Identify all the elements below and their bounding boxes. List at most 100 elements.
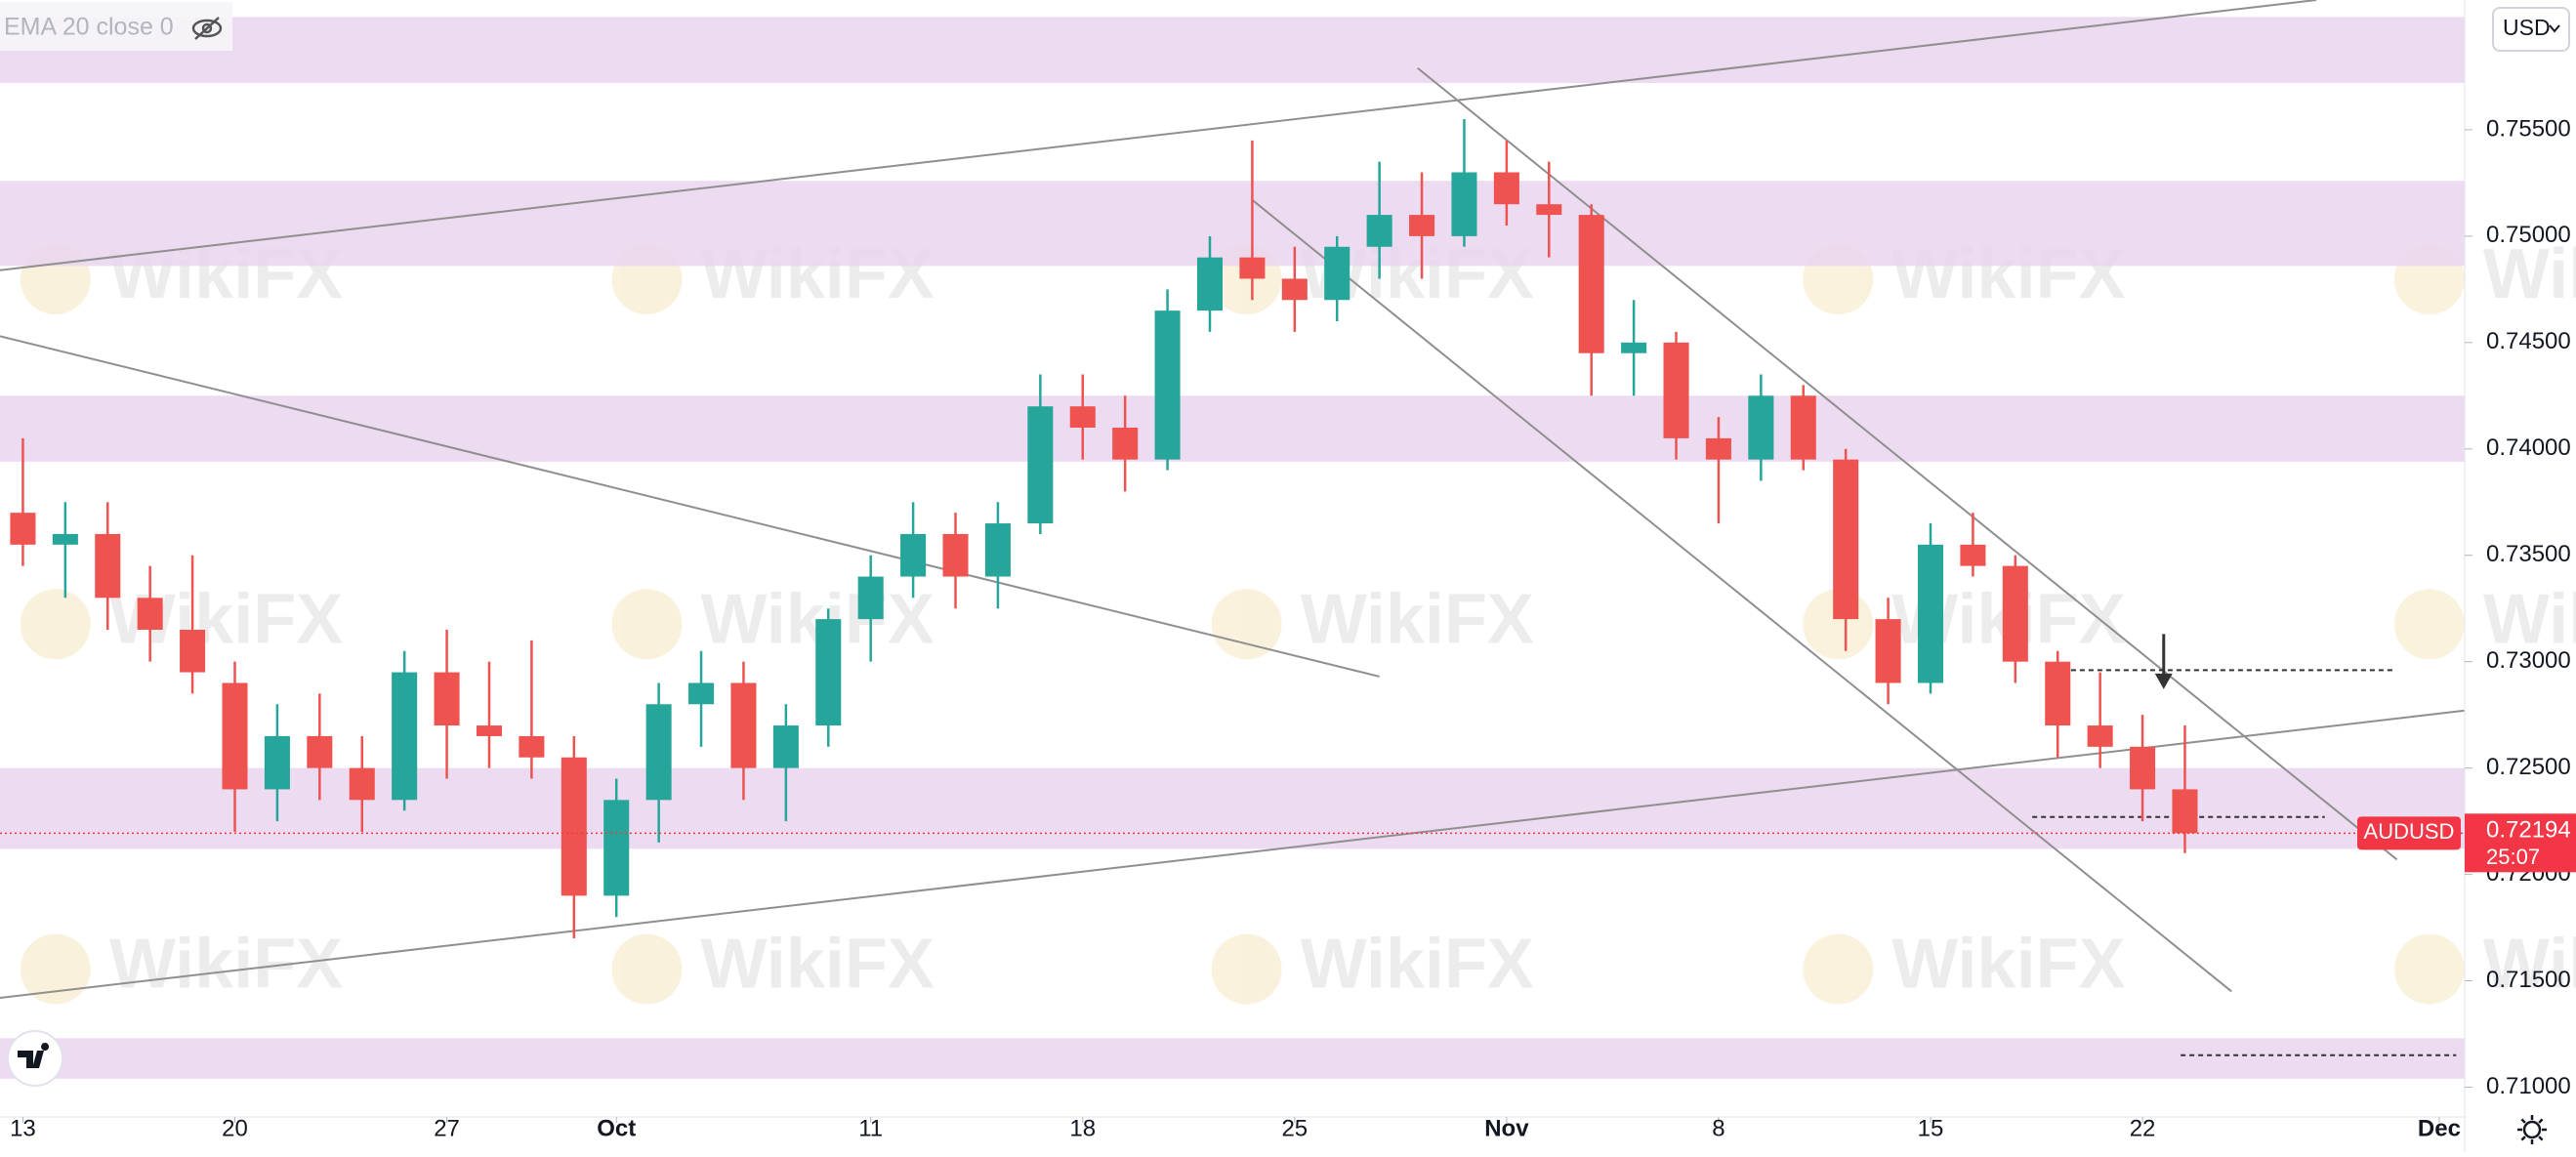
watermark-icon (2393, 933, 2465, 1005)
y-tick-label: 0.72500 (2486, 754, 2571, 780)
candle-body (2130, 746, 2156, 790)
candle-body (2045, 661, 2071, 726)
trendline (1251, 199, 2232, 993)
candle-body (1705, 437, 1731, 460)
candle-body (52, 533, 78, 545)
candle-body (1663, 342, 1689, 438)
symbol-label: AUDUSD (2364, 819, 2455, 844)
y-tick-label: 0.71000 (2486, 1073, 2571, 1099)
x-tick-label: 25 (1281, 1115, 1308, 1141)
candle-body (349, 767, 375, 801)
watermark-text: WikiFX (2483, 235, 2576, 313)
candle-body (95, 533, 121, 599)
watermark: WikiFX (611, 926, 935, 1005)
indicator-label: EMA 20 close 0 (4, 14, 174, 41)
watermark-text: WikiFX (1301, 580, 1534, 658)
candle-body (137, 598, 163, 630)
watermark: WikiFX (1211, 580, 1534, 660)
watermark-text: WikiFX (2483, 580, 2576, 658)
candle-body (772, 725, 799, 768)
watermark: WikiFX (20, 926, 343, 1005)
trendline (0, 0, 2317, 271)
x-tick-label: Dec (2418, 1115, 2461, 1141)
logo[interactable] (7, 1030, 63, 1087)
candle-body (519, 735, 545, 758)
x-tick-label: Oct (597, 1115, 636, 1141)
candle-body (2087, 725, 2113, 747)
plot (0, 0, 2466, 1079)
zone (0, 395, 2465, 462)
candle-body (942, 533, 969, 577)
price-label: 0.72194 (2486, 817, 2571, 844)
candle-body (1239, 257, 1266, 279)
candle-body (645, 704, 672, 801)
hide-icon[interactable] (191, 17, 223, 40)
zone (0, 17, 2465, 83)
candle-body (476, 725, 503, 736)
trendline (1417, 66, 2398, 861)
candle-body (1875, 619, 1901, 683)
watermark: WikiFX (611, 580, 935, 660)
candle-body (1578, 215, 1604, 353)
symbol-tag (2357, 816, 2461, 850)
chevron (2549, 24, 2560, 33)
candle-body (857, 576, 884, 620)
y-tick-label: 0.74500 (2486, 328, 2571, 354)
watermark-icon (20, 589, 91, 660)
candle-body (222, 682, 248, 790)
currency-label: USD (2503, 15, 2551, 40)
watermark-icon (1211, 933, 1282, 1005)
candle-body (1281, 278, 1308, 301)
countdown-label: 25:07 (2486, 845, 2540, 869)
candle-body (1748, 395, 1774, 460)
currency-button[interactable] (2492, 7, 2570, 52)
candle-body (815, 619, 842, 726)
candle-body (1324, 246, 1350, 301)
y-tick-label: 0.74000 (2486, 434, 2571, 461)
candle-body (900, 533, 927, 577)
watermark: WikiFX (20, 580, 343, 660)
x-tick-label: Nov (1484, 1115, 1529, 1141)
watermark-text: WikiFX (109, 926, 343, 1004)
watermark-icon (611, 933, 683, 1005)
watermark: WikiFX (1211, 926, 1534, 1005)
candle-body (688, 682, 715, 705)
candle-body (1366, 215, 1392, 247)
watermark-icon (611, 589, 683, 660)
candle-body (434, 672, 460, 726)
settings-icon[interactable] (2517, 1115, 2547, 1144)
watermarks: WikiFX WikiFX WikiFX WikiFX WikiFX WikiFX Wiki… (20, 235, 2576, 1005)
candle-body (1196, 257, 1224, 311)
y-tick-label: 0.73000 (2486, 647, 2571, 674)
x-tick-label: 11 (858, 1115, 883, 1141)
candle-body (1493, 172, 1519, 205)
zone (0, 1038, 2465, 1079)
watermark-text: WikiFX (1891, 926, 2125, 1004)
candle-body (392, 672, 418, 801)
candle-body (561, 757, 587, 896)
x-tick-label: 27 (434, 1115, 460, 1141)
y-tick-label: 0.75500 (2486, 115, 2571, 142)
candle-body (1536, 204, 1562, 216)
candle-body (603, 800, 630, 896)
candle-body (1833, 459, 1859, 620)
candle-body (984, 523, 1011, 577)
candle-body (264, 735, 290, 790)
x-tick-label: 15 (1918, 1115, 1944, 1141)
candle-body (1409, 215, 1435, 236)
candle-body (1069, 406, 1096, 428)
candle-body (10, 513, 36, 545)
candle-body (1027, 406, 1054, 524)
watermark-icon (2393, 589, 2465, 660)
x-tick-label: 20 (222, 1115, 248, 1141)
candle-body (1960, 544, 1986, 566)
candle-body (2002, 565, 2028, 662)
watermark-icon (1211, 589, 1282, 660)
watermark-text: WikiFX (2483, 926, 2576, 1004)
y-tick-label: 0.71500 (2486, 967, 2571, 993)
price-tag (2465, 813, 2576, 873)
candle-body (307, 735, 333, 768)
watermark: WikiFX (2393, 580, 2576, 660)
